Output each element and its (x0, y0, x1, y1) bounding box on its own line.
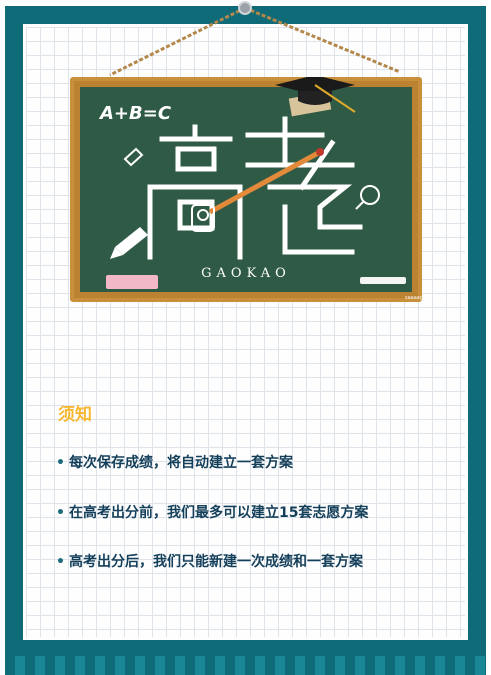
notice-item-text: 高考出分后，我们只能新建一次成绩和一套方案 (68, 554, 363, 570)
eraser (106, 275, 158, 289)
bullet-icon: • (56, 455, 65, 471)
nail-icon (238, 1, 252, 15)
bullet-icon: • (56, 505, 65, 521)
notice-item-text: 每次保存成绩，将自动建立一套方案 (68, 455, 293, 471)
graduation-cap-icon (275, 77, 356, 117)
chalkboard: A+B=C GAOKAO saaaaga (70, 77, 422, 302)
bullet-icon: • (56, 554, 65, 570)
notice-item: • 高考出分后，我们只能新建一次成绩和一套方案 (56, 551, 363, 571)
notice-item: • 每次保存成绩，将自动建立一套方案 (56, 452, 293, 472)
board-subtitle: GAOKAO (201, 266, 291, 281)
hanging-rope (109, 6, 401, 77)
frame-bottom-stripe (5, 656, 486, 675)
board-formula: A+B=C (98, 103, 172, 124)
notice-title: 须知 (58, 405, 92, 425)
pencil-icon (208, 148, 324, 215)
magnifier-icon (355, 185, 380, 210)
chalk-stick (360, 277, 406, 284)
mouse-icon (191, 204, 215, 232)
notice-item-text: 在高考出分前，我们最多可以建立15套志愿方案 (68, 505, 369, 521)
chalk-pen-icon (110, 227, 148, 259)
tag-icon (123, 147, 144, 167)
board-signature: saaaaga (405, 295, 422, 301)
notice-item: • 在高考出分前，我们最多可以建立15套志愿方案 (56, 502, 368, 522)
